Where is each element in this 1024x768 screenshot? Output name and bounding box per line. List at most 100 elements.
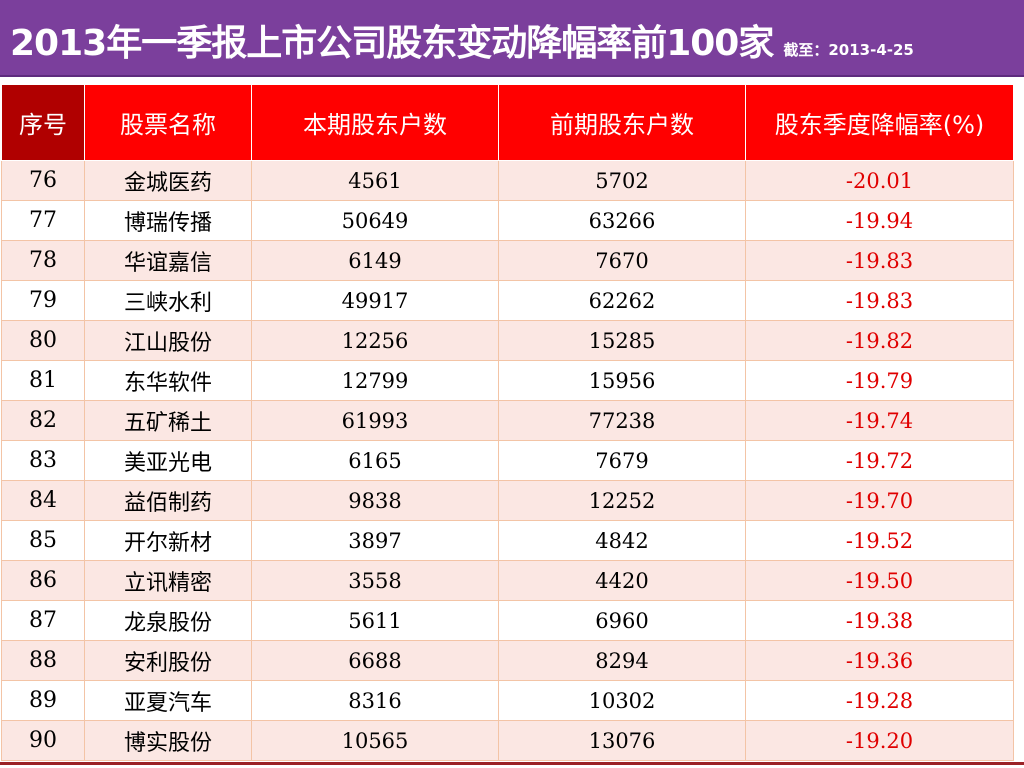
cell-current-holders: 6149	[251, 240, 499, 281]
cell-stock-name: 立讯精密	[84, 560, 252, 601]
cell-current-holders: 12256	[251, 320, 499, 361]
cell-previous-holders: 77238	[498, 400, 746, 441]
cell-index: 90	[1, 720, 85, 761]
cell-stock-name: 华谊嘉信	[84, 240, 252, 281]
cell-current-holders: 50649	[251, 200, 499, 241]
cell-previous-holders: 7670	[498, 240, 746, 281]
column-header-rate: 股东季度降幅率(%)	[745, 84, 1014, 161]
cell-stock-name: 亚夏汽车	[84, 680, 252, 721]
cell-previous-holders: 4842	[498, 520, 746, 561]
table-row: 82 五矿稀土 61993 77238 -19.74	[1, 400, 1014, 441]
cell-index: 77	[1, 200, 85, 241]
cell-previous-holders: 63266	[498, 200, 746, 241]
cell-decline-rate: -19.70	[745, 480, 1014, 521]
cell-index: 83	[1, 440, 85, 481]
cell-decline-rate: -19.28	[745, 680, 1014, 721]
cell-decline-rate: -20.01	[745, 160, 1014, 201]
cell-previous-holders: 12252	[498, 480, 746, 521]
cell-index: 89	[1, 680, 85, 721]
cell-stock-name: 东华软件	[84, 360, 252, 401]
table-body: 76 金城医药 4561 5702 -20.01 77 博瑞传播 50649 6…	[1, 160, 1014, 761]
page-title-main: 2013年一季报上市公司股东变动降幅率前100家	[10, 23, 774, 64]
cell-decline-rate: -19.79	[745, 360, 1014, 401]
cell-index: 76	[1, 160, 85, 201]
cell-stock-name: 益佰制药	[84, 480, 252, 521]
cell-decline-rate: -19.50	[745, 560, 1014, 601]
table-row: 80 江山股份 12256 15285 -19.82	[1, 320, 1014, 361]
table-row: 86 立讯精密 3558 4420 -19.50	[1, 560, 1014, 601]
table-row: 83 美亚光电 6165 7679 -19.72	[1, 440, 1014, 481]
cell-index: 78	[1, 240, 85, 281]
cell-current-holders: 49917	[251, 280, 499, 321]
cell-current-holders: 4561	[251, 160, 499, 201]
cell-current-holders: 10565	[251, 720, 499, 761]
cell-stock-name: 美亚光电	[84, 440, 252, 481]
cell-index: 80	[1, 320, 85, 361]
cell-decline-rate: -19.82	[745, 320, 1014, 361]
cell-current-holders: 9838	[251, 480, 499, 521]
cell-previous-holders: 7679	[498, 440, 746, 481]
table-row: 77 博瑞传播 50649 63266 -19.94	[1, 200, 1014, 241]
cell-stock-name: 龙泉股份	[84, 600, 252, 641]
shareholder-table: 序号 股票名称 本期股东户数 前期股东户数 股东季度降幅率(%) 76 金城医药…	[1, 84, 1014, 761]
cell-decline-rate: -19.94	[745, 200, 1014, 241]
cell-current-holders: 12799	[251, 360, 499, 401]
cell-previous-holders: 8294	[498, 640, 746, 681]
table-row: 88 安利股份 6688 8294 -19.36	[1, 640, 1014, 681]
cell-stock-name: 开尔新材	[84, 520, 252, 561]
table-row: 90 博实股份 10565 13076 -19.20	[1, 720, 1014, 761]
cell-stock-name: 安利股份	[84, 640, 252, 681]
cell-previous-holders: 4420	[498, 560, 746, 601]
cell-current-holders: 3558	[251, 560, 499, 601]
cell-index: 85	[1, 520, 85, 561]
cell-previous-holders: 15956	[498, 360, 746, 401]
cell-decline-rate: -19.74	[745, 400, 1014, 441]
cell-current-holders: 61993	[251, 400, 499, 441]
cell-previous-holders: 5702	[498, 160, 746, 201]
page-title: 2013年一季报上市公司股东变动降幅率前100家 截至：2013-4-25	[10, 14, 914, 66]
cell-decline-rate: -19.72	[745, 440, 1014, 481]
cell-index: 82	[1, 400, 85, 441]
column-header-previous: 前期股东户数	[498, 84, 746, 161]
cell-index: 84	[1, 480, 85, 521]
cell-previous-holders: 10302	[498, 680, 746, 721]
table-row: 87 龙泉股份 5611 6960 -19.38	[1, 600, 1014, 641]
cell-previous-holders: 15285	[498, 320, 746, 361]
cell-decline-rate: -19.83	[745, 280, 1014, 321]
cell-stock-name: 博实股份	[84, 720, 252, 761]
cell-stock-name: 五矿稀土	[84, 400, 252, 441]
page-subtitle: 截至：2013-4-25	[783, 41, 914, 59]
column-header-current: 本期股东户数	[251, 84, 499, 161]
table-container: 序号 股票名称 本期股东户数 前期股东户数 股东季度降幅率(%) 76 金城医药…	[1, 84, 1015, 761]
cell-stock-name: 三峡水利	[84, 280, 252, 321]
cell-previous-holders: 13076	[498, 720, 746, 761]
cell-current-holders: 8316	[251, 680, 499, 721]
cell-index: 88	[1, 640, 85, 681]
column-header-name: 股票名称	[84, 84, 252, 161]
table-header-row: 序号 股票名称 本期股东户数 前期股东户数 股东季度降幅率(%)	[1, 84, 1014, 161]
bottom-divider	[0, 762, 1024, 765]
table-row: 89 亚夏汽车 8316 10302 -19.28	[1, 680, 1014, 721]
cell-decline-rate: -19.52	[745, 520, 1014, 561]
cell-index: 79	[1, 280, 85, 321]
cell-index: 87	[1, 600, 85, 641]
table-row: 76 金城医药 4561 5702 -20.01	[1, 160, 1014, 201]
cell-stock-name: 金城医药	[84, 160, 252, 201]
title-bar: 2013年一季报上市公司股东变动降幅率前100家 截至：2013-4-25	[0, 0, 1024, 77]
table-row: 85 开尔新材 3897 4842 -19.52	[1, 520, 1014, 561]
column-header-index: 序号	[1, 84, 85, 161]
table-row: 84 益佰制药 9838 12252 -19.70	[1, 480, 1014, 521]
cell-current-holders: 6165	[251, 440, 499, 481]
cell-stock-name: 博瑞传播	[84, 200, 252, 241]
cell-decline-rate: -19.38	[745, 600, 1014, 641]
cell-previous-holders: 62262	[498, 280, 746, 321]
cell-decline-rate: -19.20	[745, 720, 1014, 761]
cell-current-holders: 6688	[251, 640, 499, 681]
table-row: 81 东华软件 12799 15956 -19.79	[1, 360, 1014, 401]
cell-current-holders: 3897	[251, 520, 499, 561]
cell-index: 81	[1, 360, 85, 401]
cell-decline-rate: -19.83	[745, 240, 1014, 281]
table-row: 78 华谊嘉信 6149 7670 -19.83	[1, 240, 1014, 281]
cell-decline-rate: -19.36	[745, 640, 1014, 681]
cell-current-holders: 5611	[251, 600, 499, 641]
